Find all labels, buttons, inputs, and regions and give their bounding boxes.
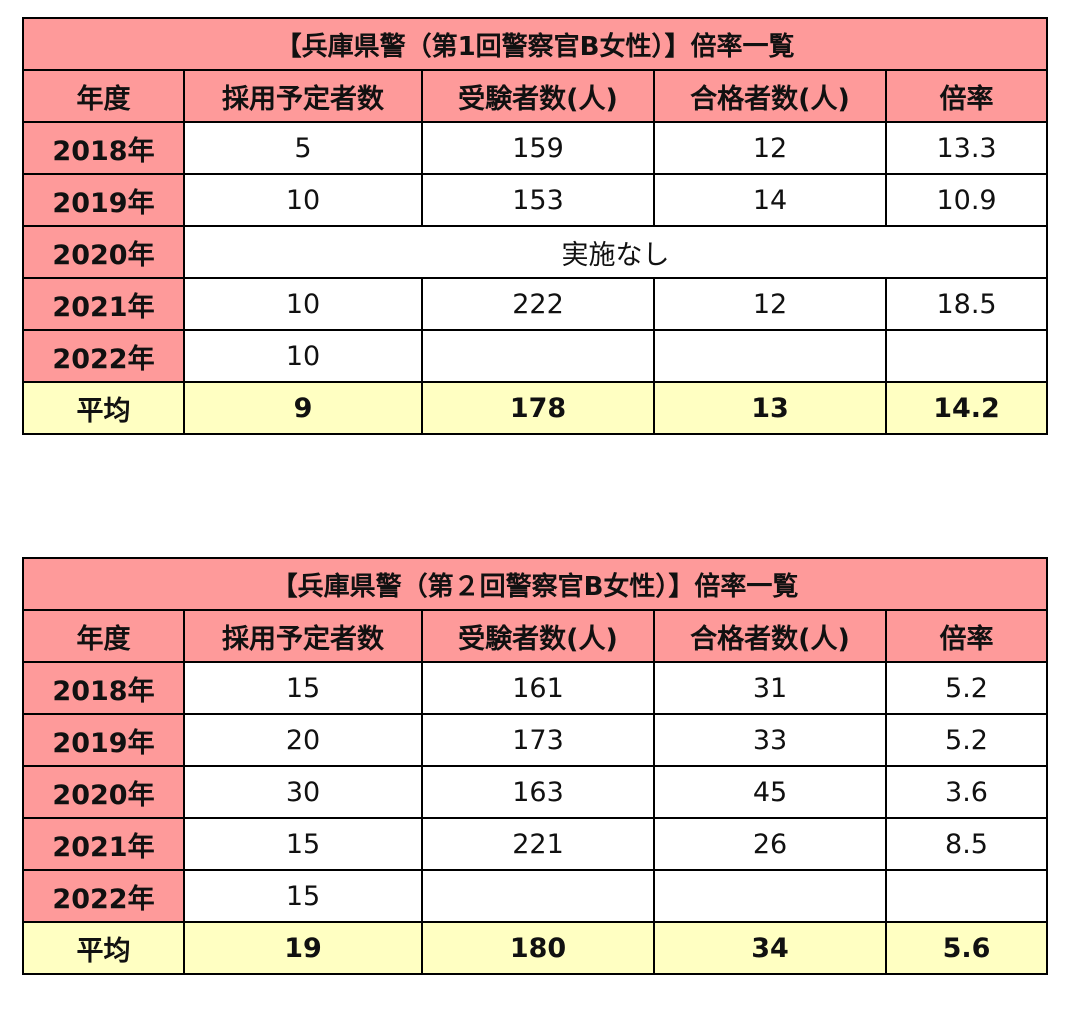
data-cell: 18.5 <box>884 277 1049 331</box>
year-cell: 2020年 <box>22 765 185 819</box>
data-cell: 10.9 <box>884 173 1049 227</box>
data-cell: 13.3 <box>884 121 1049 175</box>
data-row: 2018年 5 159 12 13.3 <box>22 121 1049 175</box>
data-row: 2022年 10 <box>22 329 1049 383</box>
year-cell: 2022年 <box>22 329 185 383</box>
rate-table: 【兵庫県警（第２回警察官B女性）】倍率一覧 年度 採用予定者数 受験者数(人) 合格者数… <box>22 557 1048 975</box>
table-title: 【兵庫県警（第２回警察官B女性）】倍率一覧 <box>22 557 1048 611</box>
data-cell: 14 <box>653 173 887 227</box>
data-cell <box>653 329 887 383</box>
data-row: 2021年 15 221 26 8.5 <box>22 817 1048 871</box>
year-cell: 2019年 <box>22 173 185 227</box>
data-cell: 30 <box>183 765 423 819</box>
average-cell: 14.2 <box>884 381 1049 435</box>
average-label: 平均 <box>22 921 185 975</box>
header-cell: 採用予定者数 <box>183 69 423 123</box>
year-cell: 2019年 <box>22 713 185 767</box>
average-cell: 13 <box>653 381 887 435</box>
title-row: 【兵庫県警（第２回警察官B女性）】倍率一覧 <box>22 557 1048 611</box>
data-cell <box>653 869 887 923</box>
data-cell: 222 <box>421 277 655 331</box>
data-cell: 159 <box>421 121 655 175</box>
header-cell: 受験者数(人) <box>421 609 655 663</box>
data-cell: 33 <box>653 713 887 767</box>
data-cell: 20 <box>183 713 423 767</box>
data-row: 2019年 10 153 14 10.9 <box>22 173 1049 227</box>
data-cell: 5 <box>183 121 423 175</box>
data-cell: 153 <box>421 173 655 227</box>
data-cell: 173 <box>421 713 655 767</box>
data-cell: 221 <box>421 817 655 871</box>
header-cell: 年度 <box>22 69 185 123</box>
average-cell: 34 <box>653 921 887 975</box>
data-cell: 12 <box>653 277 887 331</box>
data-row: 2020年 実施なし <box>22 225 1049 279</box>
data-cell: 26 <box>653 817 887 871</box>
data-cell: 実施なし <box>182 225 1049 279</box>
year-cell: 2018年 <box>22 121 185 175</box>
table-title: 【兵庫県警（第1回警察官B女性）】倍率一覧 <box>21 17 1049 71</box>
data-row: 2019年 20 173 33 5.2 <box>22 713 1048 767</box>
data-row: 2020年 30 163 45 3.6 <box>22 765 1048 819</box>
header-cell: 合格者数(人) <box>653 609 887 663</box>
year-cell: 2022年 <box>22 869 185 923</box>
table-body: 【兵庫県警（第1回警察官B女性）】倍率一覧 年度 採用予定者数 受験者数(人) 合格者数… <box>21 17 1049 435</box>
year-cell: 2020年 <box>22 225 185 279</box>
data-cell: 12 <box>653 121 887 175</box>
data-cell: 5.2 <box>885 661 1048 715</box>
data-cell: 8.5 <box>885 817 1048 871</box>
data-cell: 10 <box>183 329 423 383</box>
header-cell: 受験者数(人) <box>421 69 655 123</box>
title-row: 【兵庫県警（第1回警察官B女性）】倍率一覧 <box>21 17 1049 71</box>
data-row: 2022年 15 <box>22 869 1048 923</box>
year-cell: 2021年 <box>22 277 185 331</box>
header-row: 年度 採用予定者数 受験者数(人) 合格者数(人) 倍率 <box>22 69 1049 123</box>
average-cell: 19 <box>183 921 423 975</box>
header-cell: 合格者数(人) <box>653 69 887 123</box>
data-cell: 163 <box>421 765 655 819</box>
year-cell: 2018年 <box>22 661 185 715</box>
data-cell: 15 <box>183 817 423 871</box>
data-cell: 10 <box>183 277 423 331</box>
average-row: 平均 9 178 13 14.2 <box>22 381 1049 435</box>
data-cell: 45 <box>653 765 887 819</box>
data-cell: 31 <box>653 661 887 715</box>
data-cell: 3.6 <box>885 765 1048 819</box>
average-row: 平均 19 180 34 5.6 <box>22 921 1048 975</box>
data-cell: 15 <box>183 869 423 923</box>
header-cell: 年度 <box>22 609 185 663</box>
average-cell: 9 <box>183 381 423 435</box>
average-cell: 5.6 <box>885 921 1048 975</box>
data-cell <box>884 329 1049 383</box>
data-cell: 5.2 <box>885 713 1048 767</box>
average-label: 平均 <box>22 381 185 435</box>
data-cell <box>421 329 655 383</box>
data-cell <box>885 869 1048 923</box>
data-cell: 10 <box>183 173 423 227</box>
data-cell: 15 <box>183 661 423 715</box>
table-body: 【兵庫県警（第２回警察官B女性）】倍率一覧 年度 採用予定者数 受験者数(人) 合格者数… <box>22 557 1048 975</box>
header-row: 年度 採用予定者数 受験者数(人) 合格者数(人) 倍率 <box>22 609 1048 663</box>
data-row: 2021年 10 222 12 18.5 <box>22 277 1049 331</box>
average-cell: 178 <box>421 381 655 435</box>
header-cell: 倍率 <box>884 69 1049 123</box>
header-cell: 採用予定者数 <box>183 609 423 663</box>
data-row: 2018年 15 161 31 5.2 <box>22 661 1048 715</box>
data-cell: 161 <box>421 661 655 715</box>
average-cell: 180 <box>421 921 655 975</box>
data-cell <box>421 869 655 923</box>
rate-table: 【兵庫県警（第1回警察官B女性）】倍率一覧 年度 採用予定者数 受験者数(人) 合格者数… <box>21 17 1049 435</box>
header-cell: 倍率 <box>885 609 1048 663</box>
year-cell: 2021年 <box>22 817 185 871</box>
